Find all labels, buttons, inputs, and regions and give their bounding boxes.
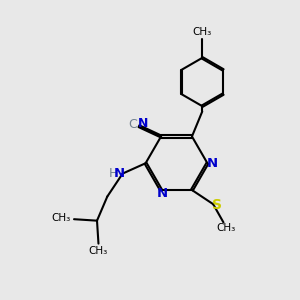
Text: H: H: [109, 167, 118, 180]
Text: CH₃: CH₃: [52, 213, 71, 223]
Text: N: N: [138, 117, 148, 130]
Text: CH₃: CH₃: [89, 246, 108, 256]
Text: N: N: [113, 167, 124, 180]
Text: S: S: [212, 198, 222, 212]
Text: N: N: [157, 187, 168, 200]
Text: CH₃: CH₃: [193, 27, 212, 37]
Text: N: N: [207, 157, 218, 170]
Text: C: C: [128, 118, 137, 130]
Text: CH₃: CH₃: [216, 223, 236, 233]
